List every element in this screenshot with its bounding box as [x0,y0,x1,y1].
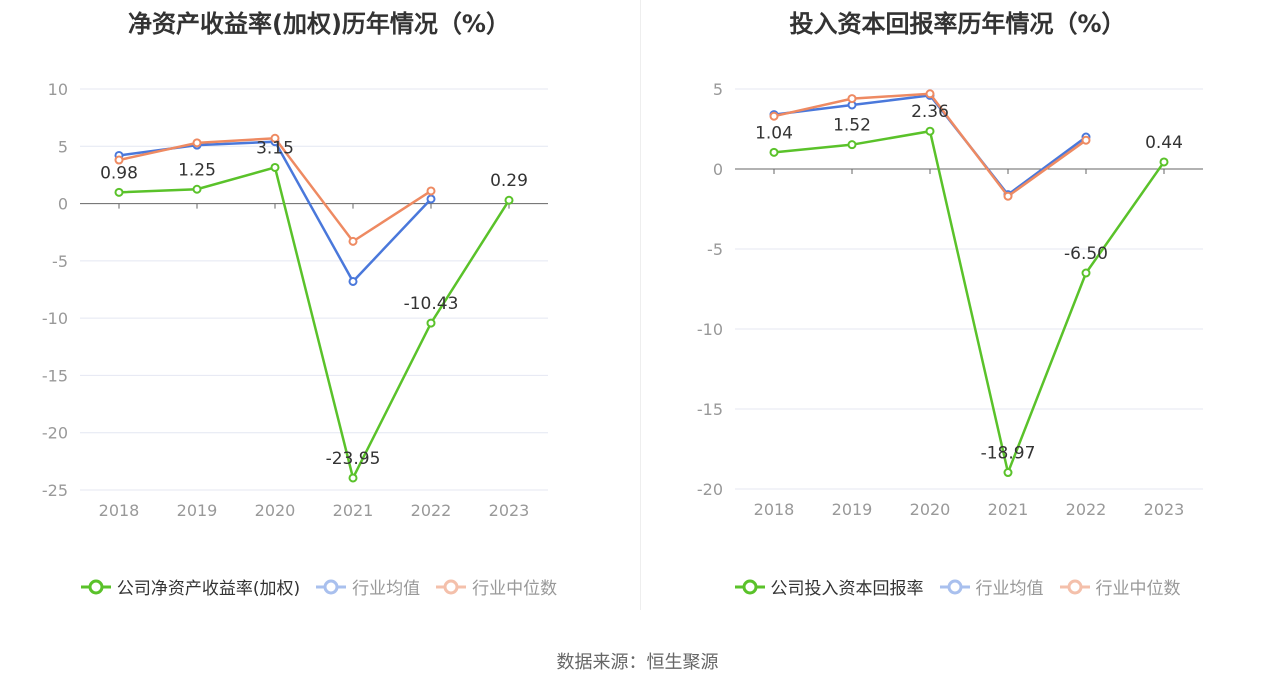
y-tick-label: -20 [42,424,68,443]
legend-item-industry-median[interactable]: 行业中位数 [436,574,557,599]
data-point [769,147,779,157]
y-tick-label: -5 [52,252,68,271]
x-tick-label: 2020 [910,500,951,519]
data-point [1003,191,1013,201]
legend-label: 公司投入资本回报率 [770,579,924,599]
y-tick-label: -10 [42,309,68,328]
y-tick-label: -25 [42,481,68,500]
y-tick-label: 5 [58,137,68,156]
legend-marker-icon [1059,579,1090,594]
x-tick-label: 2018 [754,500,795,519]
x-tick-label: 2023 [1144,500,1185,519]
series-line [773,129,1166,477]
x-tick-label: 2021 [988,500,1029,519]
legend-item-industry-mean[interactable]: 行业均值 [316,574,420,599]
legend-item-industry-median[interactable]: 行业中位数 [1059,574,1181,599]
legend-item-industry-mean[interactable]: 行业均值 [939,574,1044,599]
y-tick-label: -15 [697,400,723,419]
chart-legend: 公司净资产收益率(加权) 行业均值 行业中位数 [0,574,638,599]
data-point [426,318,436,328]
data-point [426,194,436,204]
data-label: 0.44 [1145,133,1183,153]
data-point [192,138,202,148]
panel-divider [640,0,641,610]
series-line [118,165,511,482]
legend-label: 行业均值 [352,579,421,599]
data-source-note: 数据来源：恒生聚源 [556,652,719,673]
roic-chart-panel: 投入资本回报率历年情况（%） 5 0 -5 -10 -15 -20 2018 2019 2020… [640,0,1275,620]
data-label: 2.36 [911,102,949,122]
legend-label: 公司净资产收益率(加权) [116,579,301,599]
x-tick-label: 2023 [489,501,530,520]
data-point [769,111,779,121]
data-point [348,473,358,483]
y-tick-label: -5 [707,240,723,259]
x-tick-label: 2018 [99,501,140,520]
data-point [192,184,202,194]
data-point [114,155,124,165]
legend-marker-icon [734,579,765,594]
legend-label: 行业中位数 [1095,579,1181,599]
data-point [847,94,857,104]
x-tick-label: 2019 [177,501,218,520]
data-label: 1.25 [178,160,216,180]
legend-marker-icon [436,579,467,594]
chart-title: 净资产收益率(加权)历年情况（%） [128,10,510,38]
data-label: -18.97 [981,444,1036,464]
legend-marker-icon [316,579,347,594]
legend-marker-icon [80,579,111,594]
x-tick-label: 2021 [333,501,374,520]
data-label: 1.52 [833,116,871,136]
data-label: 0.98 [100,163,138,183]
data-point [426,186,436,196]
data-label: -23.95 [326,449,381,469]
data-point [504,195,514,205]
legend-label: 行业中位数 [472,579,558,599]
data-point [1159,157,1169,167]
y-tick-label: -15 [42,366,68,385]
x-tick-label: 2022 [411,501,452,520]
y-tick-label: 0 [58,195,68,214]
data-point [348,236,358,246]
data-point [1081,135,1091,145]
legend-label: 行业均值 [975,579,1044,599]
data-label: 1.04 [755,123,793,143]
data-point [114,187,124,197]
legend-item-company[interactable]: 公司投入资本回报率 [734,574,924,599]
data-label: -10.43 [404,294,459,314]
data-point [1003,468,1013,478]
data-point [847,140,857,150]
y-tick-label: 10 [48,80,68,99]
x-tick-label: 2020 [255,501,296,520]
x-tick-label: 2022 [1066,500,1107,519]
data-point [925,126,935,136]
data-point [1081,268,1091,278]
data-point [348,276,358,286]
data-label: 3.15 [256,138,294,158]
legend-item-company[interactable]: 公司净资产收益率(加权) [80,574,301,599]
legend-marker-icon [939,579,970,594]
roic-chart-plot: 5 0 -5 -10 -15 -20 2018 2019 2020 2021 2022 2023 1.0… [697,80,1203,519]
data-point [270,162,280,172]
data-point [270,133,280,143]
data-label: -6.50 [1064,244,1108,264]
y-tick-label: -10 [697,320,723,339]
y-tick-label: 0 [713,160,723,179]
chart-title: 投入资本回报率历年情况（%） [789,10,1126,38]
chart-legend: 公司投入资本回报率 行业均值 行业中位数 [640,574,1275,599]
x-tick-label: 2019 [832,500,873,519]
y-tick-label: -20 [697,480,723,499]
data-label: 0.29 [490,171,528,191]
roe-chart-plot: 10 5 0 -5 -10 -15 -20 -25 2018 2019 2020 2021 2022 20… [42,80,548,520]
roe-chart-panel: 净资产收益率(加权)历年情况（%） 10 5 0 -5 -10 -15 -20 -25 2018… [0,0,638,620]
data-point [925,89,935,99]
y-tick-label: 5 [713,80,723,99]
